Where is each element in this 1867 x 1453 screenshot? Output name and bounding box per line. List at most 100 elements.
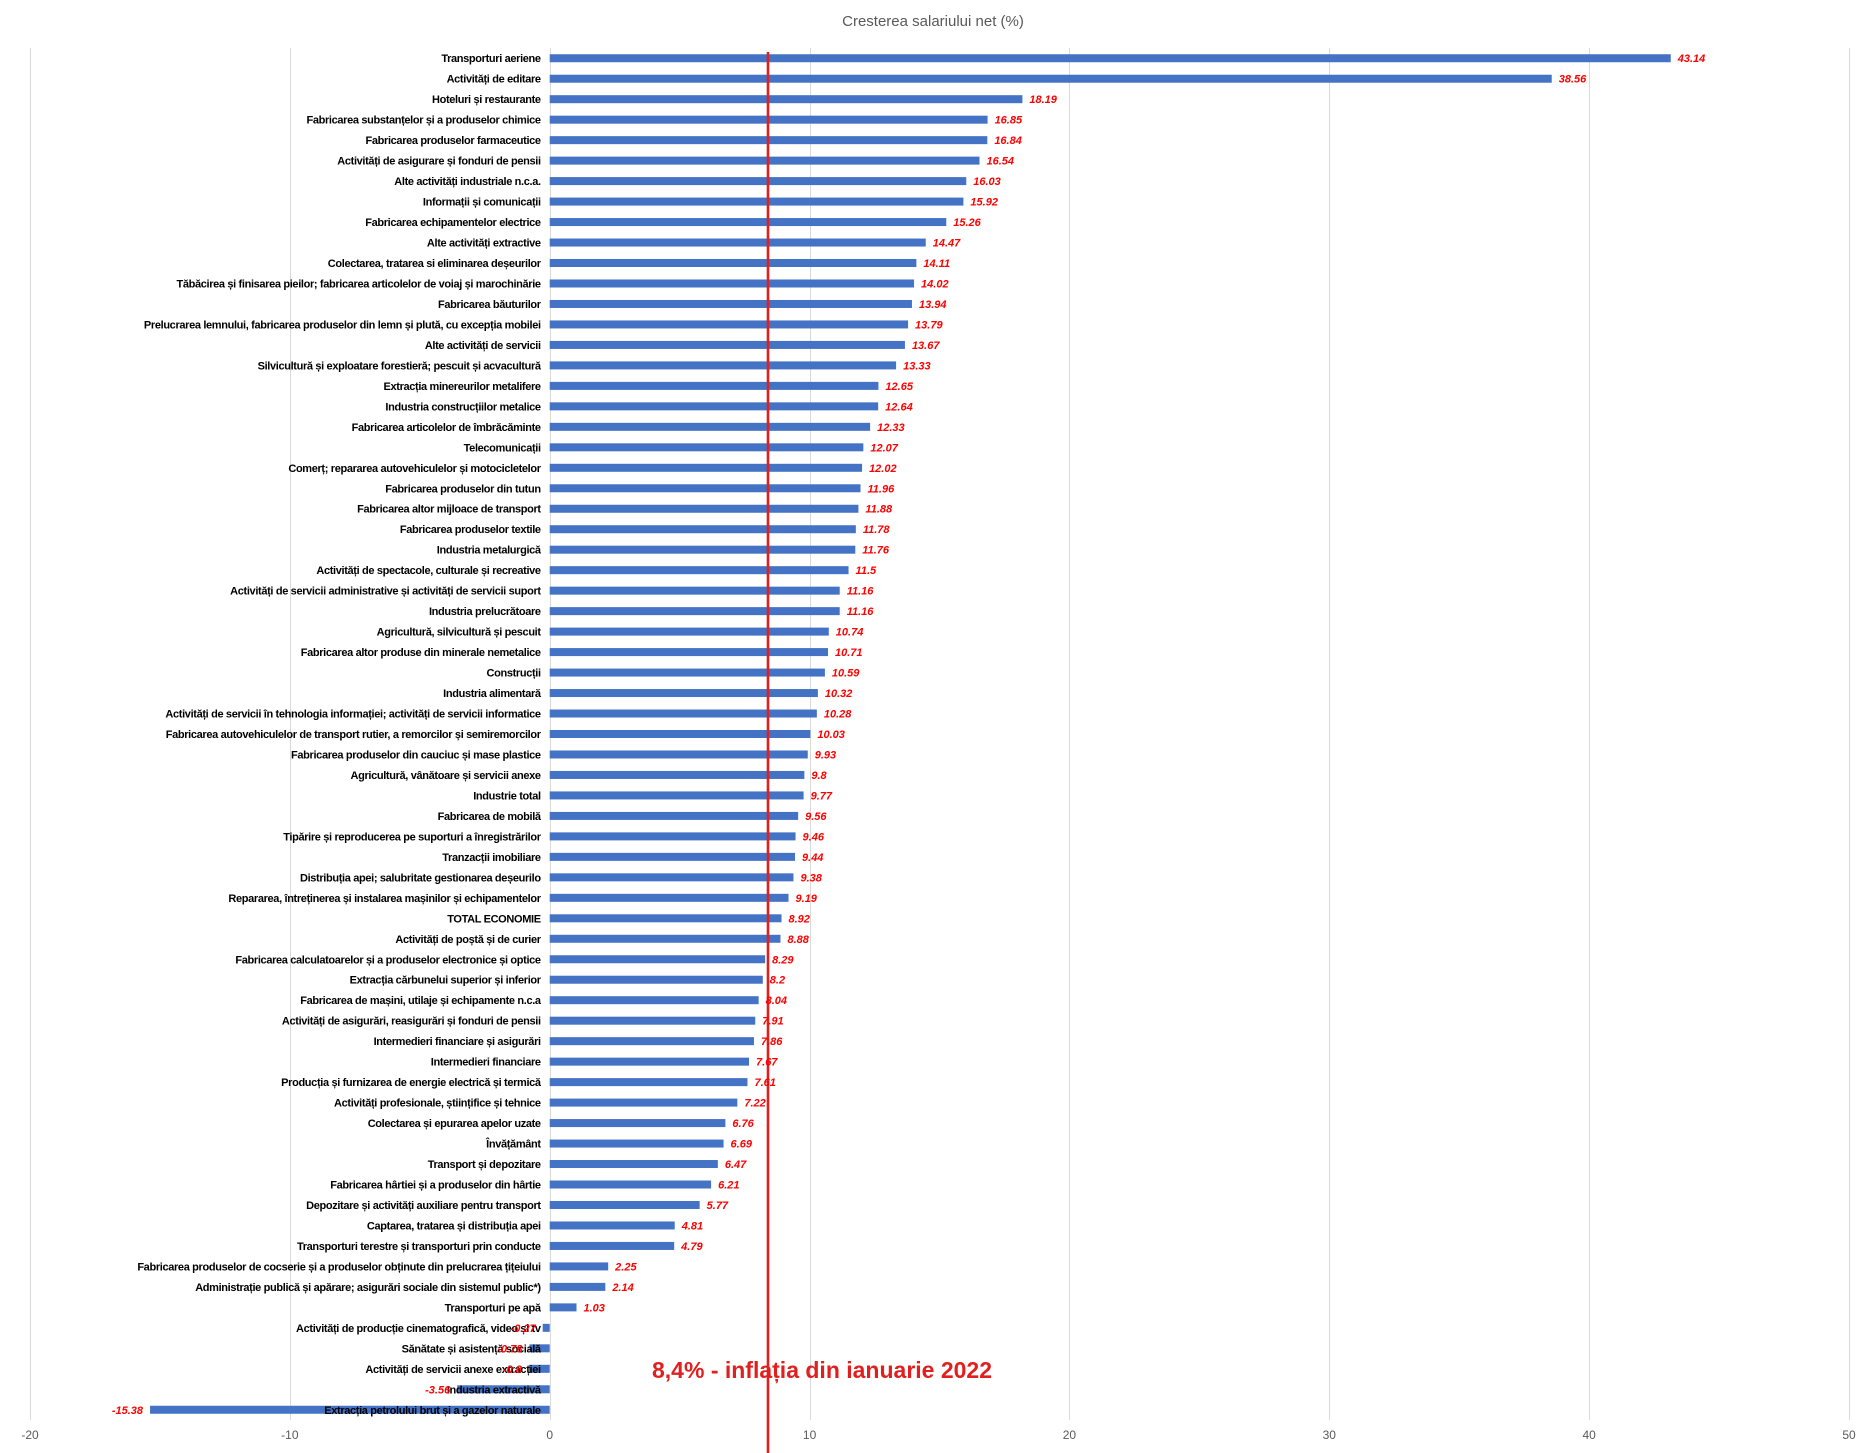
data-label: 38.56 [1559,74,1587,86]
category-label: Tipărire și reproducerea pe suporturi a … [283,831,542,843]
data-label: 4.79 [680,1241,703,1253]
category-label: Fabricarea calculatoarelor și a produsel… [235,954,541,966]
bar [549,1037,754,1046]
bar [549,340,905,349]
category-label: Fabricarea de mașini, utilaje și echipam… [300,995,542,1007]
category-label: Activități de asigurare și fonduri de pe… [337,156,541,168]
category-label: Agricultură, vânătoare și servicii anexe [350,770,540,782]
category-label: Depozitare și activități auxiliare pentr… [306,1200,541,1212]
category-label: Activități de editare [447,74,541,86]
bar [529,1344,550,1353]
bar [549,1139,724,1148]
category-label: Tăbăcirea și finisarea pieilor; fabricar… [176,278,540,290]
data-label: 11.88 [865,504,893,516]
data-label: 12.64 [885,401,913,413]
category-label: Fabricarea produselor textile [400,524,541,536]
bar [549,1200,700,1209]
x-tick-label: 30 [1323,1428,1337,1442]
data-label: 10.03 [817,729,845,741]
data-label: 8.04 [766,995,787,1007]
bar-series [150,54,1671,1414]
category-label: Fabricarea autovehiculelor de transport … [166,729,542,741]
data-label: 1.03 [583,1302,604,1314]
bar [549,852,796,861]
category-label: Extracția minereurilor metalifere [384,381,541,393]
bar [549,484,861,493]
data-label: 14.11 [923,258,950,270]
bar [549,422,871,431]
data-label: -0.27 [511,1323,537,1335]
category-label: Activități de servicii anexe extracției [365,1364,541,1376]
category-label: Fabricarea produselor din cauciuc și mas… [291,749,541,761]
bar [549,996,759,1005]
data-label: 13.94 [919,299,947,311]
bar [549,832,796,841]
bar [549,1221,675,1230]
bar [549,402,879,411]
bar [549,545,856,554]
data-label: 6.76 [732,1118,754,1130]
data-label: -3.56 [425,1384,451,1396]
bar [549,1098,738,1107]
bar [542,1323,550,1332]
bar [549,238,926,247]
data-label: 11.96 [868,483,896,495]
category-label: Activități de servicii în tehnologia inf… [165,709,541,721]
category-label: Transporturi terestre și transporturi pr… [297,1241,541,1253]
data-label: 11.5 [856,565,877,577]
inflation-annotation: 8,4% - inflația din ianuarie 2022 [652,1357,992,1384]
data-label: 18.19 [1029,94,1057,106]
category-label: Fabricarea altor produse din minerale ne… [301,647,541,659]
data-label: 10.74 [836,627,864,639]
bar [549,320,909,329]
data-label: 14.47 [933,238,961,250]
category-label: Fabricarea altor mijloace de transport [357,504,541,516]
bar [549,873,794,882]
bar [549,197,964,206]
bar [457,1385,550,1394]
data-label: 6.69 [731,1139,753,1151]
data-label: 8.88 [787,934,809,946]
bar [549,1282,606,1291]
data-label: 16.84 [994,135,1022,147]
data-label: 6.47 [725,1159,747,1171]
category-label: Fabricarea produselor farmaceutice [366,135,541,147]
category-label: Activități de asigurări, reasigurări și … [282,1016,541,1028]
bar [549,1057,750,1066]
data-label: 8.2 [770,975,785,987]
data-label: 16.85 [995,115,1023,127]
data-label: 16.54 [987,156,1015,168]
bar [549,750,808,759]
category-label: Fabricarea articolelor de îmbrăcăminte [352,422,541,434]
data-label: 9.44 [802,852,823,864]
data-label: 2.14 [611,1282,633,1294]
category-label: Extracția cărbunelui superior și inferio… [350,975,542,987]
bar [549,689,818,698]
category-label: Prelucrarea lemnului, fabricarea produse… [144,319,541,331]
category-label: Telecomunicații [464,442,541,454]
category-label: TOTAL ECONOMIE [447,913,541,925]
bar [549,586,840,595]
bar [549,1078,748,1087]
category-label: Producția și furnizarea de energie elect… [281,1077,542,1089]
category-label: Activități de producție cinematografică,… [296,1323,542,1335]
category-label: Fabricarea echipamentelor electrice [365,217,541,229]
bar [549,893,789,902]
bar [549,218,947,227]
bar [549,1180,712,1189]
bar [549,627,829,636]
x-tick-label: 0 [546,1428,553,1442]
category-label: Fabricarea produselor din tutun [385,483,541,495]
bar [549,504,859,513]
category-axis-labels: Transporturi aeriene Activități de editar… [137,53,542,1417]
category-label: Industria construcțiilor metalice [385,401,541,413]
data-label: 7.22 [744,1098,765,1110]
bar [150,1405,550,1414]
data-label: 9.19 [796,893,818,905]
data-label: 8.92 [789,913,810,925]
bar [549,74,1552,83]
data-label: 8.29 [772,954,794,966]
bar [549,299,912,308]
category-label: Captarea, tratarea și distribuția apei [367,1220,541,1232]
